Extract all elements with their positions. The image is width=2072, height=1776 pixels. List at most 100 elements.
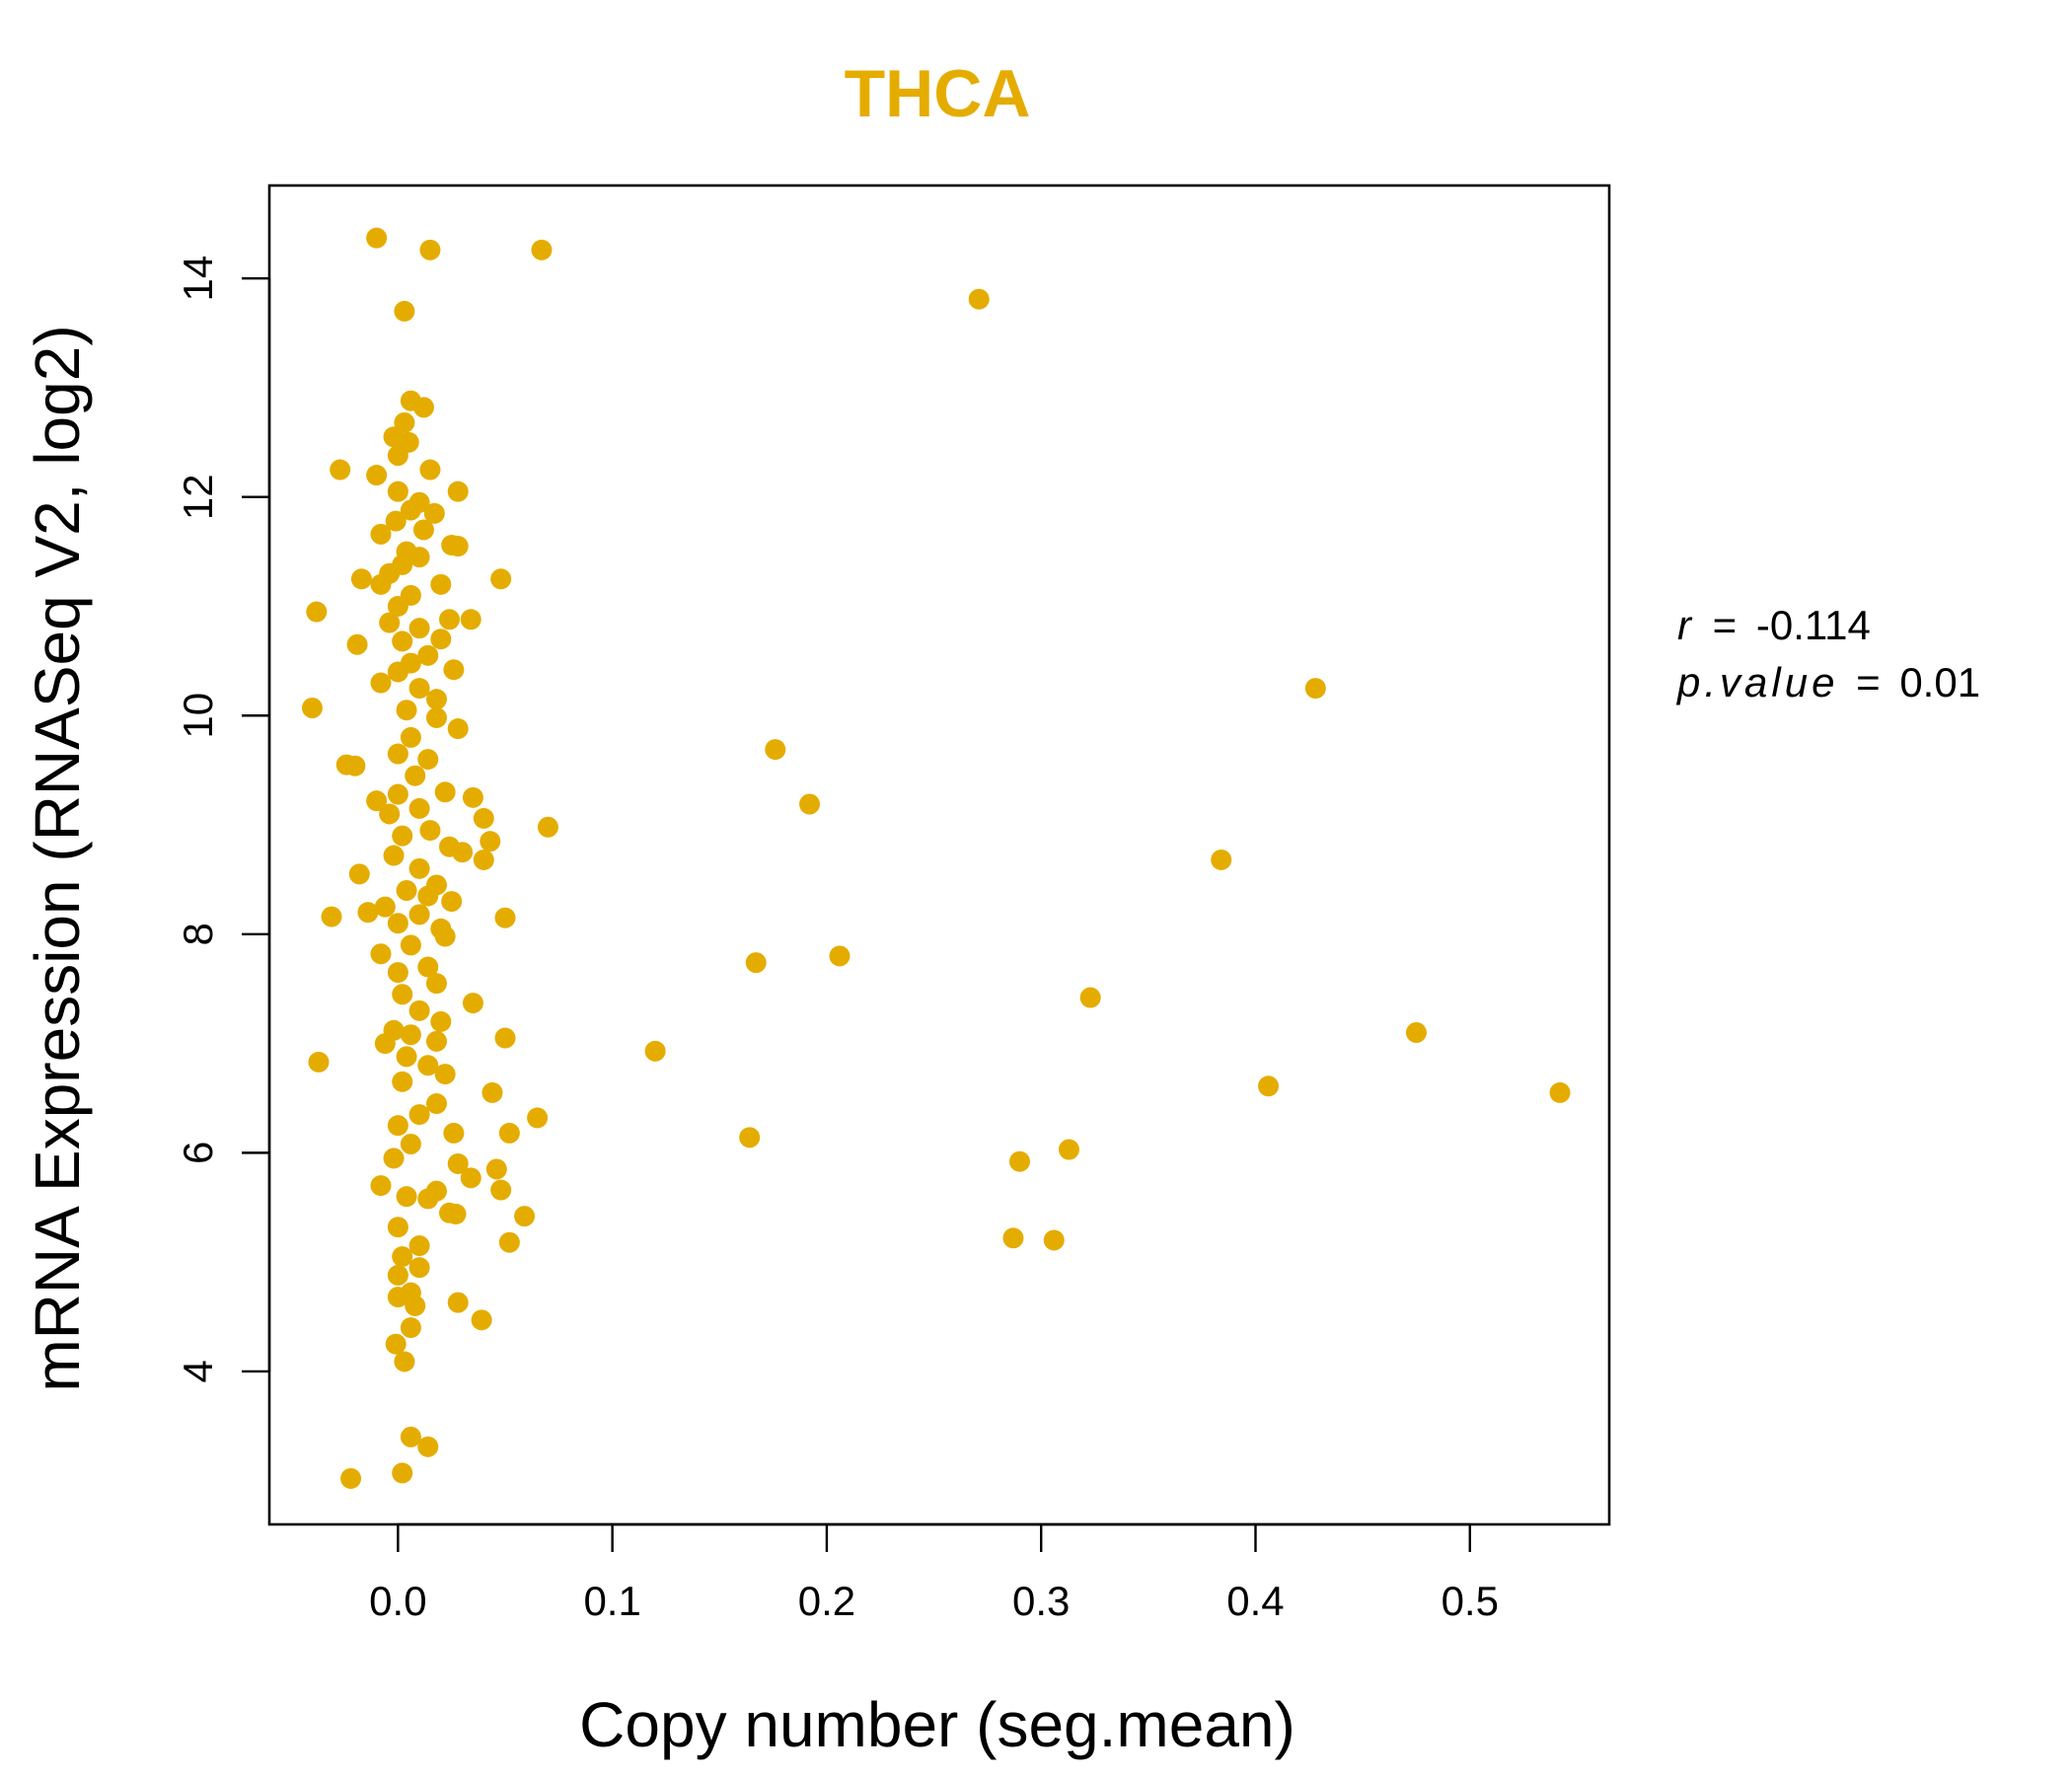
data-point [441,891,463,913]
data-point [387,1287,408,1308]
data-point [387,595,408,617]
r-value: -0.114 [1756,602,1871,648]
data-point [408,797,430,819]
data-point [968,288,990,310]
data-point [462,993,483,1014]
y-tick-label: 8 [175,923,221,945]
data-point [452,842,474,863]
data-point [1008,1150,1030,1172]
data-point [471,1309,492,1331]
data-point [396,700,417,721]
r-equals: = [1713,602,1738,648]
data-point [473,807,494,829]
data-point [1211,849,1232,870]
y-axis-label: mRNA Expression (RNASeq V2, log2) [22,325,93,1391]
data-point [460,1167,481,1189]
data-point [494,907,516,928]
data-point [412,397,434,418]
data-point [357,902,379,924]
data-point [434,781,456,803]
data-point [1043,1229,1065,1251]
x-tick-label: 0.2 [798,1578,855,1624]
pvalue-annotation: p.value = 0.01 [1675,659,1980,705]
data-point [430,629,452,650]
data-point [405,765,426,786]
data-point [392,1071,413,1092]
p-value-label: p.value [1675,659,1838,705]
data-point [394,300,415,322]
data-point [400,1134,421,1155]
x-tick-label: 0.4 [1226,1578,1284,1624]
data-point [408,1104,430,1126]
data-point [1002,1227,1024,1249]
data-point [644,1040,666,1062]
data-point [408,1257,430,1279]
data-point [385,510,407,532]
data-point [400,934,421,956]
data-point [419,239,441,260]
x-tick-label: 0.1 [583,1578,640,1624]
data-point [1304,678,1326,700]
y-tick-label: 6 [175,1142,221,1164]
data-point [392,984,413,1005]
data-point [396,1186,417,1208]
data-point [425,1093,447,1115]
data-point [387,913,408,934]
data-point [417,644,439,666]
data-point [374,1033,396,1055]
data-point [394,1351,415,1372]
data-point [408,857,430,879]
chart-title: THCA [845,56,1031,131]
data-point [383,845,405,866]
data-point [383,1147,405,1169]
data-point [379,803,401,825]
data-point [423,502,445,524]
data-point [447,1292,469,1313]
data-point [346,633,368,655]
data-point [408,618,430,639]
data-point [387,445,408,467]
data-point [370,1175,392,1197]
data-point [400,726,421,748]
data-point [408,904,430,925]
data-point [739,1127,761,1148]
data-point [417,749,439,771]
x-axis: 0.0 0.1 0.2 0.3 0.4 0.5 [369,1522,1499,1624]
data-point [462,786,483,808]
data-point [405,1295,426,1316]
data-point [1549,1081,1571,1103]
y-tick-label: 12 [175,474,221,520]
x-tick-label: 0.3 [1012,1578,1070,1624]
data-point [1058,1139,1079,1160]
data-point [400,499,421,521]
data-point [400,1024,421,1046]
data-point [379,612,401,633]
data-point [498,1231,520,1253]
x-tick-label: 0.5 [1442,1578,1499,1624]
x-tick-label: 0.0 [369,1578,426,1624]
x-axis-label: Copy number (seg.mean) [579,1689,1295,1760]
data-point [799,793,821,815]
data-point [330,459,351,481]
data-point [419,820,441,842]
data-point [1258,1075,1280,1097]
data-point [447,718,469,740]
data-point [445,1203,467,1224]
data-point [425,1030,447,1052]
data-point [439,609,461,630]
data-point [387,661,408,683]
data-point [765,739,786,761]
data-point [350,568,372,590]
data-point [408,678,430,700]
data-point [434,925,456,947]
r-label: r [1677,602,1693,648]
data-point [430,573,452,595]
data-point [392,825,413,847]
data-point [385,1333,407,1355]
data-point [370,672,392,694]
data-point [829,945,851,967]
data-point [394,411,415,433]
data-point [537,816,558,838]
data-point [745,952,767,974]
data-point [366,790,388,812]
